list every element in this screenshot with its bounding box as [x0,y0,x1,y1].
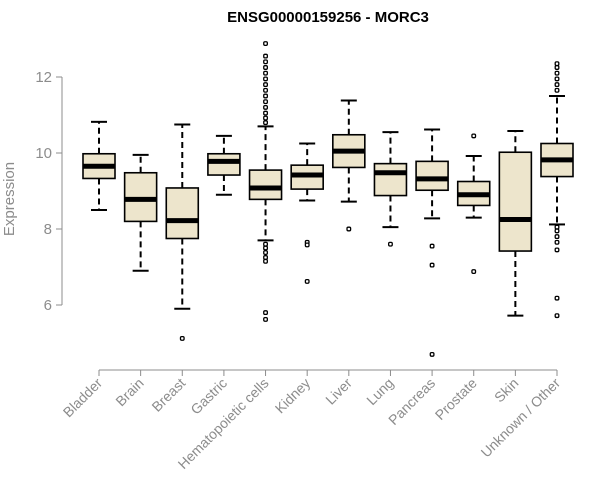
x-tick-label: Kidney [272,375,314,417]
box-iqr [373,162,408,197]
outlier-point [263,53,268,59]
x-tick-label: Unknown / Other [478,375,564,461]
outlier-point [304,278,310,284]
outlier-point [263,258,268,264]
outlier-point [263,255,268,260]
outlier-point [554,239,560,245]
box-skin [498,129,533,317]
outlier-point [263,93,268,99]
outlier-point [388,241,393,247]
y-tick-label: 8 [44,221,52,238]
outlier-point [554,87,560,93]
y-tick-label: 10 [35,145,52,162]
outlier-point [554,295,560,301]
outlier-point [179,335,185,341]
x-tick-label: Breast [148,375,188,415]
box-brain [123,153,158,272]
outlier-point [263,120,268,126]
outlier-point [554,82,560,88]
outlier-point [429,262,435,268]
outlier-point [263,59,268,65]
box-liver [332,99,366,232]
x-tick-label: Bladder [60,375,106,421]
outlier-point [554,61,560,67]
y-tick-label: 6 [44,297,52,314]
box-iqr [165,187,200,240]
outlier-point [471,269,477,275]
outlier-point [263,104,268,110]
box-iqr [498,151,533,252]
outlier-point [429,351,435,357]
box-iqr [415,160,449,192]
box-bladder [82,120,116,211]
boxes-group [82,41,574,357]
outlier-point [554,313,560,319]
outlier-point [554,76,560,82]
outlier-point [263,241,268,247]
outlier-point [263,76,268,82]
box-iqr [248,169,283,201]
box-gastric [207,134,241,196]
box-unknown-other [540,61,574,319]
outlier-point [263,70,268,76]
box-hematopoietic-cells [248,41,283,322]
outlier-point [263,310,268,316]
outlier-point [554,65,560,70]
x-tick-label: Liver [322,375,355,408]
box-pancreas [415,128,449,357]
outlier-point [554,228,560,234]
outlier-point [263,115,268,121]
outlier-point [429,243,435,249]
box-iqr [207,152,241,176]
box-prostate [456,133,491,275]
outlier-point [554,70,560,76]
outlier-point [263,110,268,116]
x-tick-label: Skin [491,375,522,406]
y-axis: 6 8 10 12 [35,69,63,314]
outlier-point [263,250,268,256]
box-breast [165,123,200,341]
outlier-point [263,41,268,47]
y-axis-label: Expression [1,162,18,236]
outlier-point [346,226,352,232]
outlier-point [554,224,560,230]
outlier-point [554,247,560,253]
x-tick-label: Prostate [432,375,480,423]
outlier-point [263,65,268,70]
outlier-point [263,99,268,105]
chart-title: ENSG00000159256 - MORC3 [227,9,429,26]
x-tick-label: Lung [363,375,396,408]
box-kidney [290,142,324,284]
box-lung [373,131,408,247]
outlier-point [554,234,560,240]
outlier-point [263,82,268,88]
outlier-point [263,87,268,93]
x-tick-label: Brain [112,375,146,409]
outlier-point [263,316,268,322]
y-tick-label: 12 [35,69,52,86]
outlier-point [304,242,310,248]
outlier-point [263,245,268,251]
outlier-point [471,133,477,139]
